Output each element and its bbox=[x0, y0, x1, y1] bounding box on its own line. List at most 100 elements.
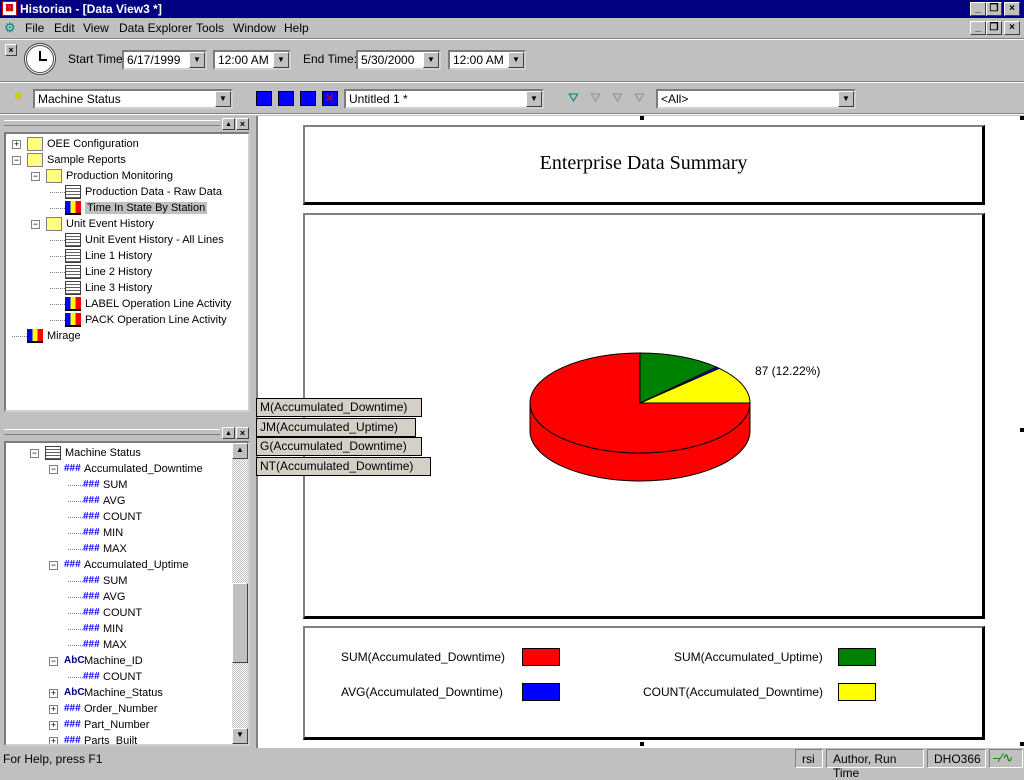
start-time-select[interactable]: 12:00 AM ▼ bbox=[213, 50, 291, 70]
scroll-down-button[interactable]: ▼ bbox=[232, 728, 248, 744]
tree-item[interactable]: ### AVG bbox=[68, 589, 125, 605]
menu-help[interactable]: Help bbox=[284, 21, 309, 35]
tree-item[interactable]: − Machine Status bbox=[30, 445, 141, 461]
menu-data-explorer[interactable]: Data Explorer bbox=[119, 21, 193, 35]
edit-filter-icon[interactable]: ⛛ bbox=[590, 90, 601, 105]
close-button[interactable]: × bbox=[1004, 2, 1020, 16]
tree-item[interactable]: + ### Part_Number bbox=[49, 717, 149, 733]
tree-item[interactable]: − Sample Reports bbox=[12, 152, 126, 168]
resize-handle[interactable] bbox=[1020, 116, 1024, 120]
chevron-down-icon[interactable]: ▼ bbox=[215, 91, 231, 107]
close-panel-button[interactable]: × bbox=[236, 427, 249, 439]
tree-item[interactable]: Line 2 History bbox=[50, 264, 152, 280]
start-date-select[interactable]: 6/17/1999 ▼ bbox=[122, 50, 207, 70]
collapse-icon[interactable]: − bbox=[31, 170, 40, 181]
menu-view[interactable]: View bbox=[83, 21, 109, 35]
expand-icon[interactable]: + bbox=[49, 719, 58, 730]
tree-item[interactable]: ### MAX bbox=[68, 541, 127, 557]
tree-item[interactable]: + ### Order_Number bbox=[49, 701, 157, 717]
tree-item[interactable]: Production Data - Raw Data bbox=[50, 184, 222, 200]
field-drag-tag[interactable]: JM(Accumulated_Uptime) bbox=[256, 418, 416, 437]
chevron-down-icon[interactable]: ▼ bbox=[189, 52, 205, 68]
expand-icon[interactable]: + bbox=[49, 703, 58, 714]
menu-file[interactable]: File bbox=[25, 21, 45, 35]
pie-slice[interactable] bbox=[639, 367, 751, 404]
edit-view-icon[interactable] bbox=[278, 91, 294, 106]
tree-item[interactable]: + OEE Configuration bbox=[12, 136, 139, 152]
tree-item[interactable]: − AbCMachine_ID bbox=[49, 653, 143, 669]
field-drag-tag[interactable]: M(Accumulated_Downtime) bbox=[256, 398, 422, 417]
tree-item[interactable]: ### MAX bbox=[68, 637, 127, 653]
data-source-select[interactable]: Machine Status ▼ bbox=[33, 89, 233, 109]
tree-item[interactable]: Line 3 History bbox=[50, 280, 152, 296]
tree-item[interactable]: Time In State By Station bbox=[50, 200, 208, 216]
tree-item[interactable]: − Production Monitoring bbox=[31, 168, 173, 184]
tree-item[interactable]: ### AVG bbox=[68, 493, 125, 509]
remove-filter-icon[interactable]: ⛛ bbox=[634, 90, 645, 105]
toolbar-close-button[interactable]: × bbox=[5, 44, 17, 56]
maximize-panel-button[interactable]: ▲ bbox=[222, 427, 235, 439]
tree-item[interactable]: ### COUNT bbox=[68, 669, 142, 685]
panel-grip[interactable] bbox=[4, 120, 220, 126]
tree-item[interactable]: + AbCMachine_Status bbox=[49, 685, 163, 701]
chevron-down-icon[interactable]: ▼ bbox=[423, 52, 439, 68]
expand-icon[interactable]: + bbox=[49, 687, 58, 698]
tree-item[interactable]: + ### Parts_Built bbox=[49, 733, 137, 746]
tree-item[interactable]: − Unit Event History bbox=[31, 216, 154, 232]
delete-view-icon[interactable]: ✕ bbox=[322, 91, 338, 106]
tree-item[interactable]: Unit Event History - All Lines bbox=[50, 232, 224, 248]
tree-item[interactable]: ### MIN bbox=[68, 621, 123, 637]
tree-item[interactable]: ### COUNT bbox=[68, 605, 142, 621]
end-time-select[interactable]: 12:00 AM ▼ bbox=[448, 50, 526, 70]
tree-item[interactable]: LABEL Operation Line Activity bbox=[50, 296, 231, 312]
tree-item[interactable]: Mirage bbox=[12, 328, 81, 344]
tree-item[interactable]: ### SUM bbox=[68, 573, 127, 589]
menu-edit[interactable]: Edit bbox=[54, 21, 75, 35]
field-drag-tag[interactable]: G(Accumulated_Downtime) bbox=[256, 437, 422, 456]
expand-icon[interactable]: + bbox=[12, 138, 21, 149]
collapse-icon[interactable]: − bbox=[49, 655, 58, 666]
tree-item[interactable]: − ### Accumulated_Downtime bbox=[49, 461, 203, 477]
chevron-down-icon[interactable]: ▼ bbox=[838, 91, 854, 107]
tree-item[interactable]: − ### Accumulated_Uptime bbox=[49, 557, 189, 573]
report-title-box[interactable]: Enterprise Data Summary bbox=[303, 125, 985, 205]
resize-handle[interactable] bbox=[640, 742, 644, 746]
scroll-up-button[interactable]: ▲ bbox=[232, 443, 248, 459]
end-date-select[interactable]: 5/30/2000 ▼ bbox=[356, 50, 441, 70]
resize-handle[interactable] bbox=[1020, 428, 1024, 432]
child-close-button[interactable]: × bbox=[1004, 21, 1020, 35]
panel-grip[interactable] bbox=[4, 429, 220, 435]
close-panel-button[interactable]: × bbox=[236, 118, 249, 130]
tree-item[interactable]: ### SUM bbox=[68, 477, 127, 493]
expand-icon[interactable]: + bbox=[49, 735, 58, 746]
tree-item[interactable]: Line 1 History bbox=[50, 248, 152, 264]
document-icon[interactable]: ⚙ bbox=[4, 20, 16, 35]
collapse-icon[interactable]: − bbox=[12, 154, 21, 165]
new-view-icon[interactable] bbox=[256, 91, 272, 106]
tree-item[interactable]: PACK Operation Line Activity bbox=[50, 312, 227, 328]
tree-item[interactable]: ### MIN bbox=[68, 525, 123, 541]
view-select[interactable]: Untitled 1 * ▼ bbox=[344, 89, 544, 109]
restore-button[interactable]: ❐ bbox=[986, 2, 1002, 16]
collapse-icon[interactable]: − bbox=[49, 559, 58, 570]
pie-slice[interactable] bbox=[529, 352, 751, 454]
collapse-icon[interactable]: − bbox=[30, 447, 39, 458]
legend-box[interactable]: SUM(Accumulated_Downtime) SUM(Accumulate… bbox=[303, 626, 985, 740]
filter-select[interactable]: <All> ▼ bbox=[656, 89, 856, 109]
new-filter-icon[interactable]: ⛛ bbox=[568, 90, 579, 105]
historian-icon[interactable]: ▦ bbox=[2, 1, 17, 16]
resize-handle[interactable] bbox=[1020, 742, 1024, 746]
maximize-panel-button[interactable]: ▲ bbox=[222, 118, 235, 130]
lock-view-icon[interactable] bbox=[300, 91, 316, 106]
collapse-icon[interactable]: − bbox=[31, 218, 40, 229]
chevron-down-icon[interactable]: ▼ bbox=[273, 52, 289, 68]
collapse-icon[interactable]: − bbox=[49, 463, 58, 474]
scrollbar[interactable]: ▲ ▼ bbox=[232, 443, 248, 744]
field-drag-tag[interactable]: NT(Accumulated_Downtime) bbox=[256, 457, 431, 476]
chevron-down-icon[interactable]: ▼ bbox=[526, 91, 542, 107]
apply-filter-icon[interactable]: ⛛ bbox=[612, 90, 623, 105]
minimize-button[interactable]: _ bbox=[970, 2, 986, 16]
pie-slice[interactable] bbox=[639, 352, 718, 404]
resize-handle[interactable] bbox=[640, 116, 644, 120]
menu-tools[interactable]: Tools bbox=[196, 21, 225, 35]
